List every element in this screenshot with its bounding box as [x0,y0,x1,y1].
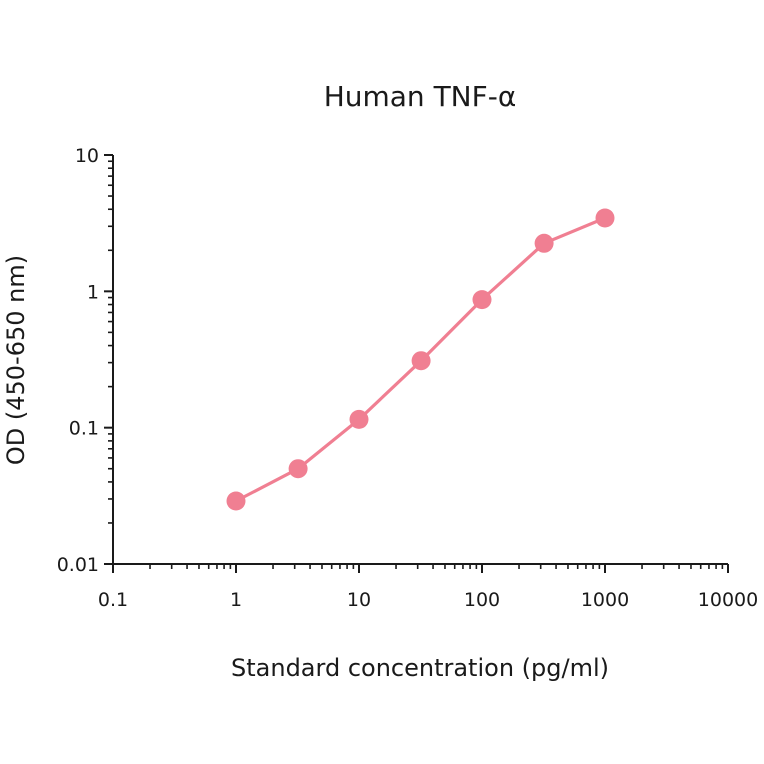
series [226,208,615,511]
ticks: 0.1 1 10 100 1000 10000 0.01 0.1 1 10 [57,145,759,611]
x-tick-label: 10 [347,589,371,611]
x-tick-label: 100 [464,589,500,611]
x-tick-label: 1000 [581,589,629,611]
data-point [349,409,369,429]
data-point [595,208,615,228]
y-tick-label: 1 [87,281,99,303]
data-point [534,233,554,253]
x-tick-label: 1 [230,589,242,611]
y-tick-label: 0.01 [57,554,99,576]
axes [112,155,728,565]
data-point [226,491,246,511]
x-tick-label: 0.1 [98,589,128,611]
x-tick-label: 10000 [698,589,758,611]
data-point [472,290,492,310]
y-axis-label: OD (450-650 nm) [2,255,30,465]
y-tick-label: 10 [75,145,99,167]
data-point [411,351,431,371]
y-tick-label: 0.1 [69,418,99,440]
x-axis-label: Standard concentration (pg/ml) [231,654,609,682]
chart-title: Human TNF-α [324,80,517,113]
data-point [288,459,308,479]
